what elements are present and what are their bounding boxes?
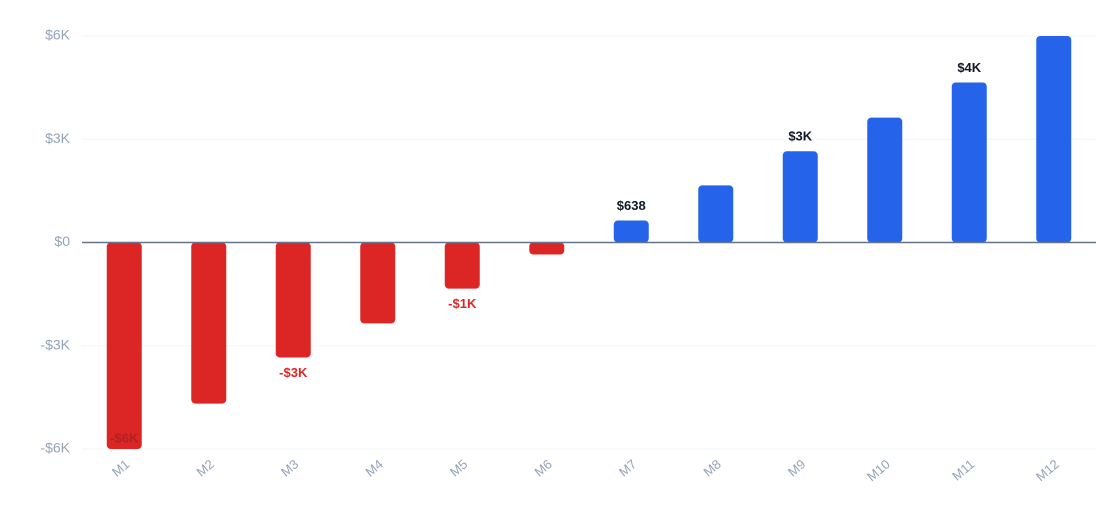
value-label: $4K (957, 60, 981, 75)
y-tick-label: -$6K (40, 440, 70, 456)
x-tick-label: M12 (1033, 456, 1062, 484)
value-label: -$6K (110, 430, 139, 445)
x-tick-label: M8 (700, 456, 723, 479)
x-tick-label: M5 (447, 456, 470, 479)
y-tick-label: $3K (45, 130, 71, 146)
bar (106, 242, 142, 449)
value-label: -$1K (448, 296, 477, 311)
value-label: -$3K (279, 365, 308, 380)
bar (360, 242, 396, 324)
x-tick-label: M2 (193, 456, 216, 479)
value-label: $3K (788, 129, 812, 144)
y-tick-label: $6K (45, 27, 71, 43)
bar (698, 185, 734, 243)
bar (275, 242, 311, 358)
bar (613, 220, 649, 243)
x-tick-label: M9 (785, 456, 808, 479)
x-tick-label: M1 (109, 456, 132, 479)
bar (1036, 36, 1072, 243)
x-tick-label: M11 (949, 456, 977, 483)
bar (867, 117, 903, 243)
bar (782, 151, 818, 243)
x-tick-label: M6 (531, 456, 554, 479)
x-tick-label: M4 (362, 456, 385, 479)
bar (529, 242, 565, 255)
bar (951, 82, 987, 243)
bar (444, 242, 480, 289)
bar (191, 242, 227, 404)
y-tick-label: $0 (54, 233, 70, 249)
x-tick-label: M10 (864, 456, 893, 484)
value-label: $638 (617, 198, 646, 213)
x-tick-label: M7 (616, 456, 639, 479)
y-tick-label: -$3K (40, 336, 70, 352)
x-tick-label: M3 (278, 456, 301, 479)
